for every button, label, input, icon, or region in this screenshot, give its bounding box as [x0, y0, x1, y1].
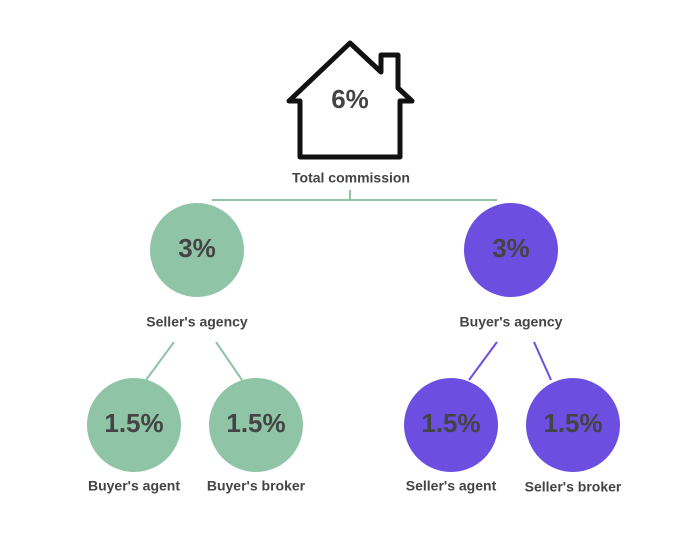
house-icon [286, 40, 415, 160]
split-circle [209, 378, 303, 472]
connector [468, 341, 498, 381]
connector [533, 341, 552, 381]
split-circle [404, 378, 498, 472]
split-value: 1.5% [421, 408, 480, 438]
agency-circle [150, 203, 244, 297]
total-value: 6% [331, 84, 369, 114]
split-label: Buyer's agent [88, 478, 180, 494]
split-label: Seller's agent [406, 478, 497, 494]
total-label: Total commission [292, 170, 410, 186]
agency-value: 3% [178, 233, 216, 263]
agency-value: 3% [492, 233, 530, 263]
split-label: Seller's broker [525, 479, 622, 495]
split-circle [87, 378, 181, 472]
split-circle [526, 378, 620, 472]
agency-label: Seller's agency [146, 314, 248, 330]
split-value: 1.5% [543, 408, 602, 438]
connector [145, 341, 175, 381]
split-value: 1.5% [104, 408, 163, 438]
split-value: 1.5% [226, 408, 285, 438]
connector [215, 341, 243, 381]
agency-label: Buyer's agency [460, 314, 563, 330]
split-label: Buyer's broker [207, 478, 306, 494]
agency-circle [464, 203, 558, 297]
